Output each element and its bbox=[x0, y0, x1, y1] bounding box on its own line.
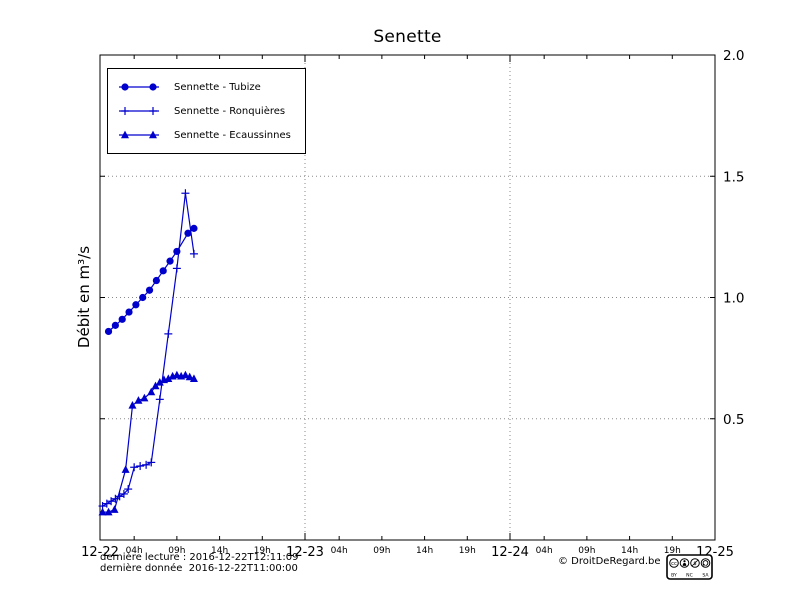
marker-circle bbox=[190, 224, 198, 232]
marker-triangle bbox=[164, 374, 173, 382]
legend-label-ronquieres: Sennette - Ronquières bbox=[174, 105, 286, 117]
series-line-1 bbox=[102, 193, 195, 507]
nc-dollar-text: $ bbox=[693, 561, 696, 567]
x-hour-label: 19h bbox=[254, 546, 271, 556]
marker-triangle bbox=[189, 374, 198, 382]
marker-circle bbox=[184, 229, 192, 237]
legend-sample-ecaussinnes bbox=[119, 130, 159, 139]
chart-title: Senette bbox=[373, 27, 442, 47]
x-hour-label: 04h bbox=[331, 546, 348, 556]
marker-triangle bbox=[121, 465, 130, 473]
nc-dollar-icon bbox=[690, 558, 700, 568]
marker-circle bbox=[118, 315, 126, 323]
marker-circle bbox=[111, 321, 119, 329]
cc-icon-text: cc bbox=[671, 561, 677, 567]
y-tick-label: 1.0 bbox=[723, 291, 744, 307]
marker-circle bbox=[121, 83, 129, 91]
by-person-head bbox=[683, 560, 686, 563]
x-day-label: 12-22 bbox=[81, 545, 119, 560]
cc-nc-label: NC bbox=[686, 572, 693, 578]
legend-item-ecaussinnes: Sennette - Ecaussinnes bbox=[116, 123, 291, 147]
marker-circle bbox=[166, 257, 174, 265]
cc-license-badge: cc $ BY NC SA bbox=[666, 554, 713, 580]
marker-triangle bbox=[147, 387, 156, 396]
marker-circle bbox=[132, 301, 140, 309]
marker-triangle bbox=[128, 401, 137, 409]
marker-circle bbox=[139, 293, 147, 302]
legend-label-ecaussinnes: Sennette - Ecaussinnes bbox=[174, 129, 291, 141]
marker-triangle bbox=[98, 507, 107, 516]
last-data-text: dernière donnée 2016-12-22T11:00:00 bbox=[100, 563, 298, 574]
marker-circle bbox=[104, 327, 113, 336]
marker-triangle bbox=[155, 377, 164, 386]
cc-icon bbox=[669, 558, 679, 568]
x-hour-label: 09h bbox=[168, 546, 185, 556]
copyright-text: © DroitDeRegard.be bbox=[558, 556, 661, 567]
x-hour-label: 14h bbox=[621, 546, 638, 556]
x-day-label: 12-24 bbox=[491, 545, 529, 560]
x-hour-label: 14h bbox=[416, 546, 433, 556]
marker-triangle bbox=[181, 370, 190, 379]
series-line-2 bbox=[102, 374, 195, 513]
by-person-icon bbox=[679, 558, 690, 568]
marker-circle bbox=[159, 267, 167, 275]
sa-arrowhead bbox=[702, 564, 705, 567]
marker-triangle bbox=[121, 130, 129, 139]
marker-triangle bbox=[110, 505, 119, 513]
x-hour-label: 19h bbox=[664, 546, 681, 556]
legend-item-tubize: Sennette - Tubize bbox=[116, 75, 291, 99]
y-tick-label: 1.5 bbox=[723, 169, 744, 185]
marker-circle bbox=[149, 83, 157, 91]
marker-triangle bbox=[185, 372, 194, 381]
marker-triangle bbox=[140, 393, 149, 402]
marker-circle bbox=[125, 308, 133, 316]
marker-triangle bbox=[149, 130, 157, 139]
y-tick-label: 2.0 bbox=[723, 48, 744, 64]
legend-item-ronquieres: Sennette - Ronquières bbox=[116, 99, 291, 123]
x-day-label: 12-23 bbox=[286, 545, 324, 560]
legend-label-tubize: Sennette - Tubize bbox=[174, 81, 261, 93]
legend-box: Sennette - Tubize Sennette - Ronquières … bbox=[107, 68, 306, 154]
marker-triangle bbox=[134, 396, 143, 404]
sa-arrow-arc bbox=[702, 560, 709, 566]
sa-arrow-icon bbox=[700, 558, 711, 568]
cc-sa-label: SA bbox=[702, 572, 709, 578]
marker-triangle bbox=[151, 381, 160, 390]
marker-circle bbox=[145, 286, 154, 294]
last-reading-text: dernière lecture : 2016-12-22T12:11:09 bbox=[100, 552, 299, 563]
legend-sample-tubize bbox=[119, 83, 159, 91]
x-hour-label: 14h bbox=[211, 546, 228, 556]
y-tick-label: 0.5 bbox=[723, 412, 744, 428]
x-hour-label: 04h bbox=[126, 546, 143, 556]
cc-by-label: BY bbox=[671, 572, 677, 578]
x-hour-label: 09h bbox=[578, 546, 595, 556]
by-person-body bbox=[682, 562, 687, 566]
x-hour-label: 19h bbox=[459, 546, 476, 556]
nc-slash bbox=[691, 559, 699, 567]
x-hour-label: 04h bbox=[536, 546, 553, 556]
x-hour-label: 09h bbox=[373, 546, 390, 556]
legend-sample-ronquieres bbox=[119, 107, 159, 115]
marker-triangle bbox=[104, 507, 113, 516]
marker-circle bbox=[152, 276, 160, 285]
